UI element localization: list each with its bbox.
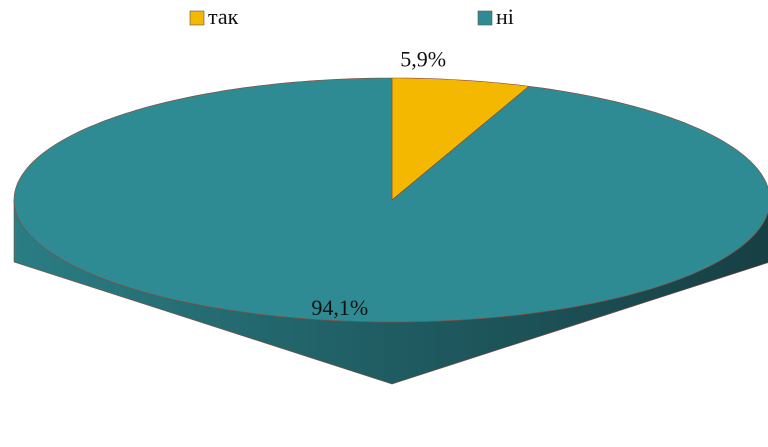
legend-label: ні [496,4,514,29]
data-label: 94,1% [311,295,368,320]
legend-swatch [189,10,205,26]
pie: 5,9% 94,1% [13,47,768,385]
legend-swatch [477,10,493,26]
data-label: 5,9% [400,47,446,72]
pie-slice [13,77,768,323]
legend: так ні [189,4,514,29]
legend-label: так [208,4,239,29]
pie-slice [391,77,530,201]
